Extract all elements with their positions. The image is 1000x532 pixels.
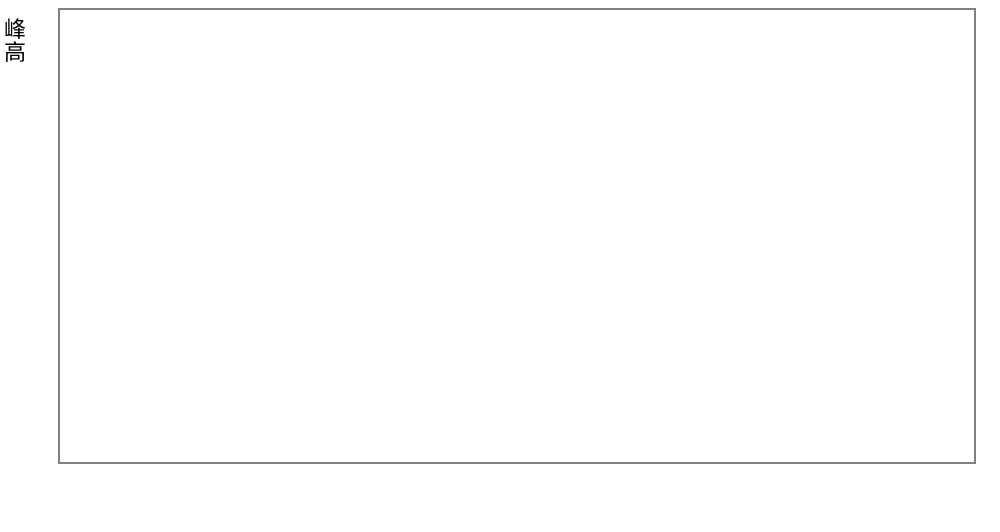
axis-svg	[60, 10, 974, 462]
chart-panel	[58, 8, 976, 464]
page: 峰 高	[0, 0, 1000, 532]
ylabel-char-2: 高	[4, 41, 28, 64]
y-axis-label: 峰 高	[4, 18, 28, 64]
ylabel-char-1: 峰	[4, 18, 28, 41]
